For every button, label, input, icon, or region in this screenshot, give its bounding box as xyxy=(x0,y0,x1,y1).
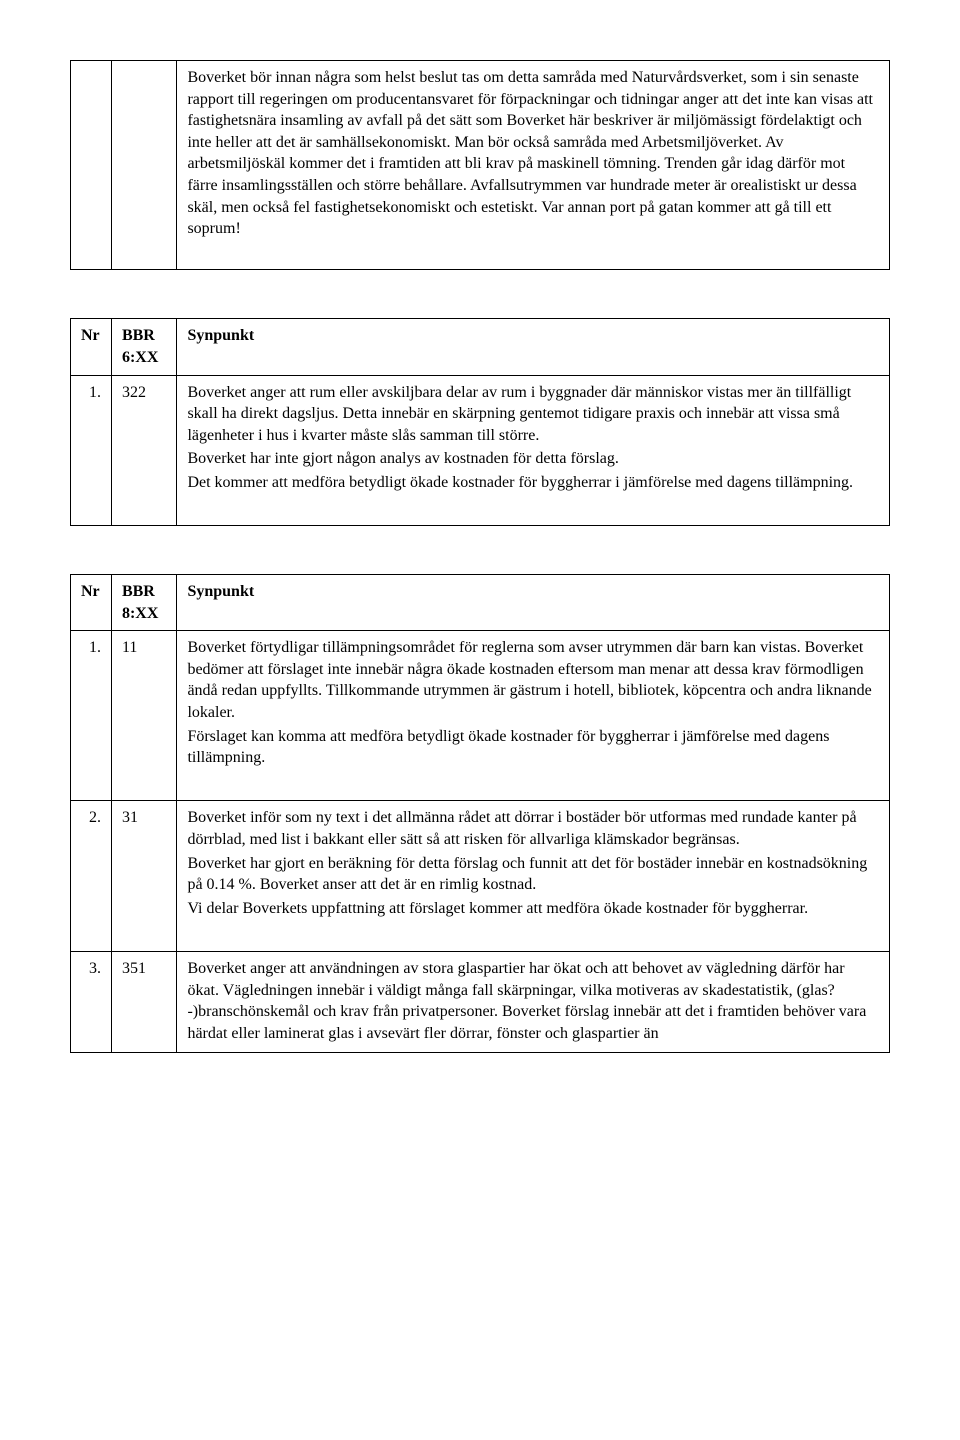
table-row: 1. 11 Boverket förtydligar tillämpningso… xyxy=(71,631,890,801)
table-header-row: Nr BBR 6:XX Synpunkt xyxy=(71,319,890,375)
header-nr: Nr xyxy=(71,575,112,631)
table-top: Boverket bör innan några som helst beslu… xyxy=(70,60,890,270)
paragraph: Boverket anger att rum eller avskiljbara… xyxy=(187,382,879,447)
cell-syn: Boverket anger att användningen av stora… xyxy=(177,952,890,1053)
cell-syn: Boverket bör innan några som helst beslu… xyxy=(177,61,890,270)
header-syn: Synpunkt xyxy=(177,575,890,631)
cell-bbr: 31 xyxy=(111,801,177,952)
paragraph: Förslaget kan komma att medföra betydlig… xyxy=(187,726,879,769)
cell-nr: 1. xyxy=(71,375,112,526)
paragraph: Boverket har inte gjort någon analys av … xyxy=(187,448,879,470)
cell-bbr-empty xyxy=(111,61,177,270)
table-bbr8: Nr BBR 8:XX Synpunkt 1. 11 Boverket fört… xyxy=(70,574,890,1053)
cell-nr: 2. xyxy=(71,801,112,952)
header-nr: Nr xyxy=(71,319,112,375)
table-header-row: Nr BBR 8:XX Synpunkt xyxy=(71,575,890,631)
paragraph: Det kommer att medföra betydligt ökade k… xyxy=(187,472,879,494)
table-row: 1. 322 Boverket anger att rum eller avsk… xyxy=(71,375,890,526)
paragraph: Boverket anger att användningen av stora… xyxy=(187,958,879,1044)
header-bbr: BBR 8:XX xyxy=(111,575,177,631)
table-row: 2. 31 Boverket inför som ny text i det a… xyxy=(71,801,890,952)
paragraph: Boverket bör innan några som helst beslu… xyxy=(187,67,879,240)
cell-nr: 1. xyxy=(71,631,112,801)
cell-bbr: 11 xyxy=(111,631,177,801)
cell-syn: Boverket förtydligar tillämpningsområdet… xyxy=(177,631,890,801)
table-row: 3. 351 Boverket anger att användningen a… xyxy=(71,952,890,1053)
paragraph: Boverket har gjort en beräkning för dett… xyxy=(187,853,879,896)
cell-bbr: 322 xyxy=(111,375,177,526)
header-syn: Synpunkt xyxy=(177,319,890,375)
paragraph: Boverket förtydligar tillämpningsområdet… xyxy=(187,637,879,723)
header-bbr: BBR 6:XX xyxy=(111,319,177,375)
paragraph: Vi delar Boverkets uppfattning att försl… xyxy=(187,898,879,920)
table-row: Boverket bör innan några som helst beslu… xyxy=(71,61,890,270)
cell-nr: 3. xyxy=(71,952,112,1053)
table-bbr6: Nr BBR 6:XX Synpunkt 1. 322 Boverket ang… xyxy=(70,318,890,526)
cell-nr-empty xyxy=(71,61,112,270)
cell-syn: Boverket inför som ny text i det allmänn… xyxy=(177,801,890,952)
cell-syn: Boverket anger att rum eller avskiljbara… xyxy=(177,375,890,526)
cell-bbr: 351 xyxy=(111,952,177,1053)
paragraph: Boverket inför som ny text i det allmänn… xyxy=(187,807,879,850)
